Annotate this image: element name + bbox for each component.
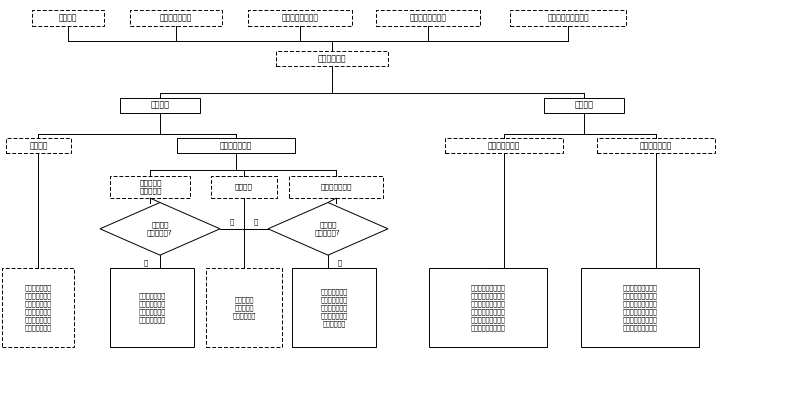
Text: 是: 是 bbox=[143, 259, 148, 266]
FancyBboxPatch shape bbox=[376, 10, 480, 26]
FancyBboxPatch shape bbox=[110, 269, 194, 347]
Text: 增压压力
高于设定值?: 增压压力 高于设定值? bbox=[315, 222, 341, 236]
Text: 自然吸气内燃机: 自然吸气内燃机 bbox=[640, 141, 672, 150]
FancyBboxPatch shape bbox=[445, 138, 563, 153]
FancyBboxPatch shape bbox=[510, 10, 626, 26]
FancyBboxPatch shape bbox=[130, 10, 222, 26]
Text: 涡轮增压内燃机: 涡轮增压内燃机 bbox=[220, 141, 252, 150]
Text: 增压压力
低于设定值?: 增压压力 低于设定值? bbox=[147, 222, 173, 236]
FancyBboxPatch shape bbox=[429, 269, 547, 347]
Text: 低速大扭矩
或加速工况: 低速大扭矩 或加速工况 bbox=[139, 180, 162, 194]
Text: 微调系统初
始控制参数
打开冷却气阀: 微调系统初 始控制参数 打开冷却气阀 bbox=[232, 296, 256, 319]
Text: 提前开启排气门
提前开启进气门
增加进气门升程
推迟关闭进气门: 提前开启排气门 提前开启进气门 增加进气门升程 推迟关闭进气门 bbox=[138, 293, 166, 323]
FancyBboxPatch shape bbox=[177, 138, 295, 153]
FancyBboxPatch shape bbox=[206, 269, 282, 347]
Polygon shape bbox=[268, 202, 388, 255]
FancyBboxPatch shape bbox=[6, 138, 71, 153]
FancyBboxPatch shape bbox=[293, 269, 376, 347]
FancyBboxPatch shape bbox=[211, 176, 277, 198]
FancyBboxPatch shape bbox=[110, 176, 190, 198]
Text: 制动模式: 制动模式 bbox=[574, 101, 594, 110]
Text: 其他工况: 其他工况 bbox=[235, 184, 253, 190]
FancyBboxPatch shape bbox=[581, 269, 699, 347]
FancyBboxPatch shape bbox=[276, 51, 388, 66]
Text: 油门踏板位置信号: 油门踏板位置信号 bbox=[282, 14, 318, 23]
Text: 上止点前开启进气门
上止点前关闭进气门
上止点后开启进气门
上止点后关闭进气门
下止点前开启排气门
下止点后关闭排气门: 上止点前开启进气门 上止点前关闭进气门 上止点后开启进气门 上止点后关闭进气门 … bbox=[622, 285, 658, 331]
Text: 转速信号: 转速信号 bbox=[58, 14, 78, 23]
Text: 启动工况: 启动工况 bbox=[29, 141, 48, 150]
FancyBboxPatch shape bbox=[289, 176, 383, 198]
FancyBboxPatch shape bbox=[248, 10, 352, 26]
Text: 是: 是 bbox=[338, 259, 342, 266]
Text: 离合器位置信号: 离合器位置信号 bbox=[160, 14, 192, 23]
FancyBboxPatch shape bbox=[544, 98, 624, 113]
Text: 上止点前开启排气门
上止点前关闭排气门
上止点后开启排气门
上止点后关闭排气门
下止点前开启进气门
下止点后关闭进气门: 上止点前开启排气门 上止点前关闭排气门 上止点后开启排气门 上止点后关闭排气门 … bbox=[470, 285, 506, 331]
Text: 驱动模式: 驱动模式 bbox=[150, 101, 170, 110]
Text: 高速高负荷工况: 高速高负荷工况 bbox=[320, 184, 352, 190]
FancyBboxPatch shape bbox=[597, 138, 715, 153]
Text: 推迟开启排气门
减小排气门升程
提前关闭排气门
提前开启进气门
增加进气门升程
提前关闭进气门: 推迟开启排气门 减小排气门升程 提前关闭排气门 提前开启进气门 增加进气门升程 … bbox=[25, 285, 52, 331]
FancyBboxPatch shape bbox=[32, 10, 104, 26]
Polygon shape bbox=[100, 202, 220, 255]
Text: 运行状态判断: 运行状态判断 bbox=[318, 54, 346, 63]
Text: 否: 否 bbox=[230, 218, 234, 225]
Text: 环境压力和温度信号: 环境压力和温度信号 bbox=[547, 14, 589, 23]
Text: 推迟开启排气门
提前开启进气门
降低进气门升程
提前关闭进气门
打开冷却气阀: 推迟开启排气门 提前开启进气门 降低进气门升程 提前关闭进气门 打开冷却气阀 bbox=[321, 289, 348, 327]
FancyBboxPatch shape bbox=[120, 98, 200, 113]
Text: 涡轮增压内燃机: 涡轮增压内燃机 bbox=[488, 141, 520, 150]
Text: 制动踏板位置信号: 制动踏板位置信号 bbox=[410, 14, 446, 23]
FancyBboxPatch shape bbox=[2, 269, 74, 347]
Text: 否: 否 bbox=[254, 218, 258, 225]
